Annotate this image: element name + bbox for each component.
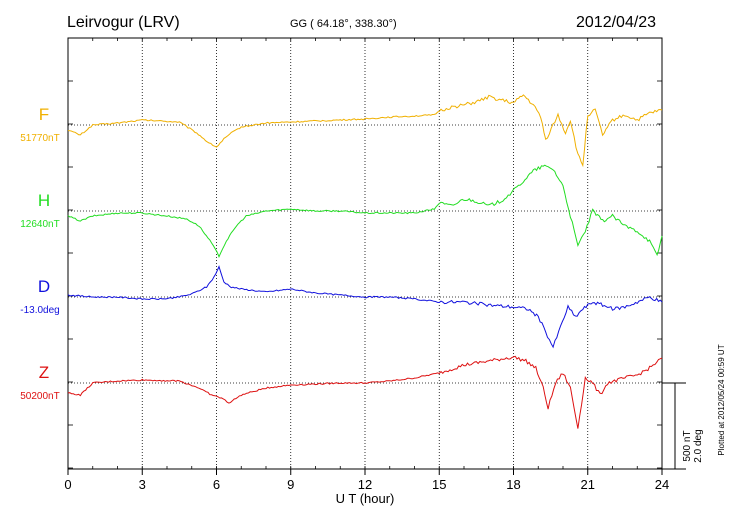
station-title: Leirvogur (LRV)	[67, 14, 180, 31]
x-tick-label: 6	[213, 477, 220, 492]
x-axis-label: U T (hour)	[336, 491, 395, 506]
series-line-D	[67, 265, 663, 349]
series-name-H: H	[38, 191, 50, 210]
x-tick-label: 24	[655, 477, 669, 492]
x-tick-label: 0	[64, 477, 71, 492]
series-baseline-F: 51770nT	[20, 133, 59, 144]
x-tick-label: 12	[358, 477, 372, 492]
x-tick-label: 3	[139, 477, 146, 492]
station-coords: GG ( 64.18°, 338.30°)	[290, 18, 397, 30]
grid	[68, 38, 662, 469]
x-tick-label: 18	[506, 477, 520, 492]
series-line-F	[67, 94, 663, 168]
series-baseline-D: -13.0deg	[20, 305, 59, 316]
x-tick-label: 15	[432, 477, 446, 492]
series-name-F: F	[39, 105, 49, 124]
series-labels: F 51770nT H 12640nT D -13.0deg Z 50200nT	[20, 105, 59, 402]
scale-bar-deg: 2.0 deg	[693, 429, 704, 462]
scale-bar: 500 nT 2.0 deg	[662, 382, 704, 470]
scale-bar-nt: 500 nT	[682, 430, 693, 461]
x-ticks: 0 3 6 9 12 15 18 21 24	[64, 38, 669, 492]
series-group	[67, 94, 663, 429]
x-tick-label: 21	[581, 477, 595, 492]
series-name-Z: Z	[39, 363, 49, 382]
plotted-timestamp: Plotted at 2012/05/24 00:59 UT	[717, 344, 726, 455]
series-baseline-H: 12640nT	[20, 219, 59, 230]
plot-date: 2012/04/23	[576, 14, 656, 31]
series-baseline-Z: 50200nT	[20, 391, 59, 402]
x-tick-label: 9	[287, 477, 294, 492]
series-name-D: D	[38, 277, 50, 296]
series-line-Z	[67, 355, 663, 429]
series-line-H	[67, 164, 663, 258]
